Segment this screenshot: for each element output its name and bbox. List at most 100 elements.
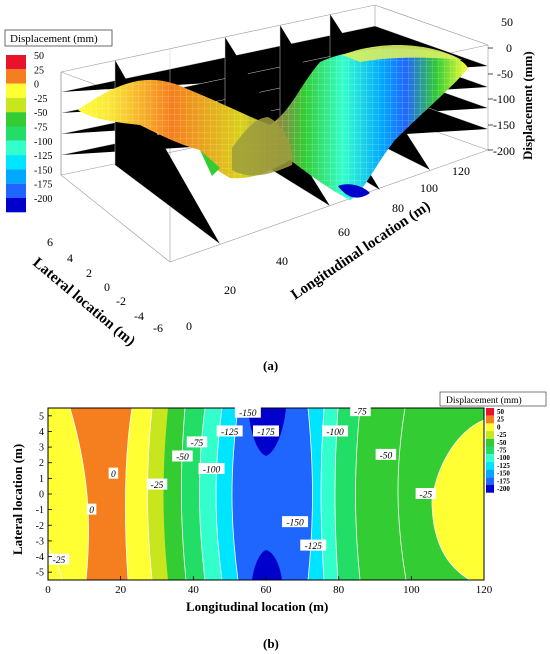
contour-label-bg <box>146 478 168 490</box>
legend-label: -175 <box>34 180 52 191</box>
legend-b: Displacement (mm) 50250-25-50-75-100-125… <box>439 391 547 493</box>
legend-swatch <box>486 423 494 432</box>
contour-label: 0 <box>89 506 94 516</box>
contour-label-bg <box>375 448 397 460</box>
y-tick: 4 <box>67 251 73 265</box>
contour-label-bg <box>322 425 349 437</box>
x-tick-label: 20 <box>115 584 127 596</box>
y-tick: -2 <box>116 294 126 308</box>
legend-label: 50 <box>34 51 44 62</box>
legend-swatch <box>6 183 26 198</box>
contour-label: -150 <box>239 409 257 419</box>
contour-label-bg <box>300 539 327 551</box>
legend-swatch <box>486 461 494 470</box>
x-tick-label: 80 <box>333 584 345 596</box>
x-tick-label: 60 <box>261 584 273 596</box>
z-tick: 50 <box>501 15 513 29</box>
legend-swatch <box>486 431 494 439</box>
legend-label: 50 <box>497 408 505 416</box>
legend-label: -150 <box>34 165 52 176</box>
legend-label: -200 <box>34 194 52 205</box>
legend-swatch <box>6 198 26 213</box>
contour-label: -125 <box>305 542 323 552</box>
contour-label: -175 <box>257 428 275 438</box>
legend-label: -50 <box>34 108 47 119</box>
contour-label-bg <box>198 462 225 474</box>
contour-label: -150 <box>286 519 304 529</box>
legend-label: -25 <box>497 431 507 439</box>
y-tick-label: -1 <box>36 505 44 516</box>
contour-label: 0 <box>111 470 116 480</box>
contour-axes: 0 20 40 60 80 100 120 5 4 3 2 1 0 -1 -2 -3 -4 -5 <box>36 411 493 596</box>
y-tick: -4 <box>134 309 144 323</box>
legend-swatch <box>486 477 494 485</box>
surface-panel: 50 0 -50 -100 -150 -200 Displacement (mm… <box>4 4 535 373</box>
legend-swatch <box>486 415 494 424</box>
x-tick-label: 120 <box>476 584 493 596</box>
x-tick: 20 <box>224 283 236 297</box>
legend-label: -75 <box>34 123 47 134</box>
legend-swatch <box>486 454 494 462</box>
y-tick-label: -5 <box>36 568 44 579</box>
x-tick: 60 <box>338 225 350 239</box>
z-tick: -200 <box>493 144 515 158</box>
contour-label-bg <box>415 488 437 499</box>
contour-label-bg <box>48 553 70 565</box>
legend-swatch <box>6 169 26 184</box>
legend-swatch <box>486 438 494 447</box>
contour-label-bg <box>186 436 208 448</box>
contour-label-bg <box>350 405 371 417</box>
legend-label: -50 <box>497 439 507 447</box>
legend-label: 25 <box>34 65 44 76</box>
legend-title: Displacement (mm) <box>10 33 98 45</box>
legend-swatch <box>486 485 494 493</box>
y-tick-label: -3 <box>36 536 44 547</box>
x-tick-label: 100 <box>403 584 420 596</box>
legend-swatch <box>6 140 26 156</box>
y-tick-label: -4 <box>36 552 44 563</box>
legend-label: -75 <box>497 447 507 455</box>
contour-label: -125 <box>221 428 239 438</box>
y-tick-label: 0 <box>39 490 44 501</box>
contour-label: -50 <box>176 453 189 463</box>
contour-panel: -2500-25-50-75-100-125-150-175-150-125-1… <box>10 391 547 651</box>
legend-label: 0 <box>497 423 501 431</box>
z-tick: -100 <box>493 92 515 106</box>
panel-label-a: (a) <box>263 358 278 373</box>
y-tick-label: -2 <box>36 521 44 532</box>
y-tick: 0 <box>104 280 110 294</box>
legend-swatch <box>486 469 494 478</box>
contour-label: -25 <box>420 491 433 501</box>
contour-label: -25 <box>151 481 164 491</box>
x-axis-label-2d: Longitudinal location (m) <box>186 599 328 614</box>
legend-swatch <box>6 55 26 70</box>
legend-a: Displacement (mm) 50 25 0 -25 -50 -75 -100 -125… <box>4 29 113 213</box>
contour-label-bg <box>282 516 309 528</box>
legend-label: -200 <box>497 485 510 493</box>
contour-labels: -2500-25-50-75-100-125-150-175-150-125-1… <box>48 405 437 566</box>
y-axis-label-2d: Lateral location (m) <box>10 444 25 555</box>
contour-label: -75 <box>354 408 367 418</box>
x-tick: 100 <box>420 181 438 195</box>
y-tick-label: 5 <box>39 411 44 422</box>
contour-label-bg <box>234 406 261 418</box>
contour-label-bg <box>172 450 193 462</box>
legend-label: -25 <box>34 94 47 105</box>
legend-swatch <box>6 69 26 84</box>
legend-swatch <box>486 408 494 416</box>
x-tick-label: 0 <box>45 584 51 596</box>
legend-swatch <box>6 97 26 113</box>
z-axis-label: Displacement (mm) <box>520 51 535 160</box>
z-tick: -50 <box>497 67 513 81</box>
legend-label: -150 <box>497 470 510 478</box>
legend-swatch <box>6 112 26 127</box>
contour-label-bg <box>216 425 243 437</box>
z-tick: 0 <box>506 41 512 55</box>
contour-label: -50 <box>380 451 393 461</box>
y-tick-label: 3 <box>39 443 44 454</box>
contour-label-bg <box>253 425 279 437</box>
x-tick: 0 <box>186 319 192 333</box>
legend-swatch <box>486 446 494 455</box>
displacement-surface <box>78 44 468 200</box>
